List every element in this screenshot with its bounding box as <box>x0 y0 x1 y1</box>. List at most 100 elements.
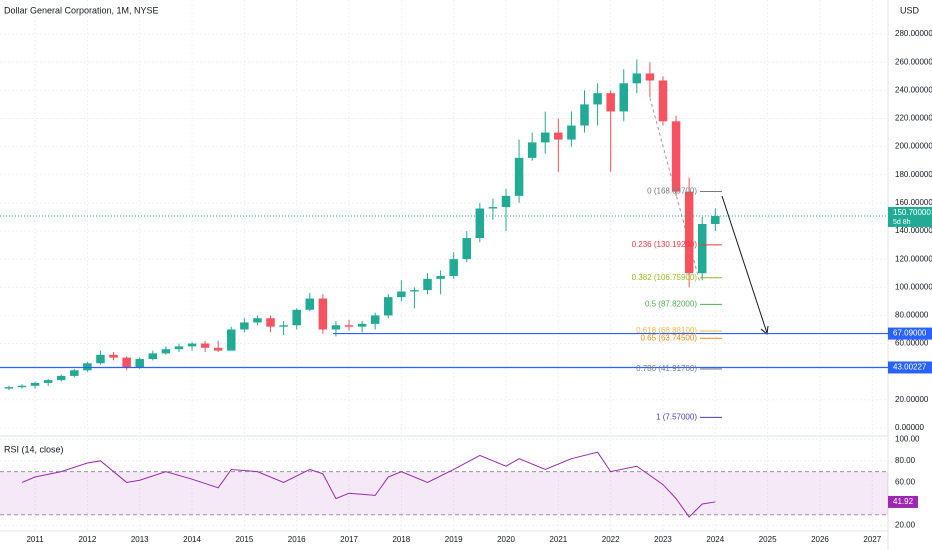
candle-body <box>606 93 615 112</box>
fib-label: 0.5 (87.82000) <box>645 300 697 309</box>
candle-body <box>462 238 472 260</box>
y-tick-label: 180.00000 <box>895 170 932 179</box>
candle-body <box>514 157 524 196</box>
candle-body <box>43 380 53 383</box>
fib-label: 0.618 (68.88100) <box>636 326 697 335</box>
candle-body <box>423 278 432 291</box>
candle-body <box>266 318 275 327</box>
y-tick-label: 100.00000 <box>895 282 932 291</box>
candle-body <box>56 375 66 381</box>
rsi-band <box>0 471 888 515</box>
price-tag-label: 67.09000 <box>893 329 927 338</box>
fib-label: 0.236 (130.19200) <box>632 240 698 249</box>
candle-body <box>711 215 720 224</box>
rsi-line <box>21 451 716 518</box>
candle-body <box>384 297 393 316</box>
candle-body <box>213 347 223 351</box>
candle-body <box>174 346 184 350</box>
price-tag <box>888 361 932 374</box>
candle-body <box>488 207 498 209</box>
fib-label: 0.65 (63.74500) <box>641 333 698 342</box>
projection-arrow <box>721 195 768 334</box>
candle-body <box>357 323 367 327</box>
candle-body <box>148 353 158 360</box>
x-tick-label: 2026 <box>811 535 829 544</box>
last-price-tag <box>888 206 932 227</box>
price-tag <box>888 327 932 340</box>
y-tick-label: 80.00000 <box>895 311 929 320</box>
x-tick-label: 2013 <box>131 535 149 544</box>
candle-body <box>475 208 485 239</box>
y-tick-label: 260.00000 <box>895 57 932 66</box>
candle-body <box>593 93 602 105</box>
candle-body <box>135 359 144 368</box>
candle-body <box>200 343 210 348</box>
candle-body <box>240 322 249 330</box>
rsi-last-label: 41.92 <box>893 497 914 506</box>
x-tick-label: 2024 <box>706 535 724 544</box>
candle-body <box>83 363 92 371</box>
x-tick-label: 2027 <box>863 535 881 544</box>
candle-body <box>187 343 197 347</box>
candle-body <box>410 290 419 292</box>
y-tick-label: 200.00000 <box>895 142 932 151</box>
y-tick-label: 60.00000 <box>895 339 929 348</box>
x-tick-label: 2021 <box>549 535 567 544</box>
rsi-tick-label: 80.00 <box>895 456 916 465</box>
fib-label: 0.382 (106.75900) <box>632 273 698 282</box>
candle-body <box>554 132 563 140</box>
candle-body <box>279 325 288 327</box>
x-tick-label: 2019 <box>445 535 463 544</box>
candle-body <box>567 125 576 140</box>
candle-body <box>292 309 301 326</box>
price-tag-label: 43.00227 <box>893 363 927 372</box>
x-tick-label: 2015 <box>235 535 253 544</box>
candle-body <box>436 276 445 279</box>
y-tick-label: 220.00000 <box>895 114 932 123</box>
candle-body <box>227 329 236 351</box>
candle-body <box>17 385 27 388</box>
candle-body <box>697 223 707 274</box>
y-tick-label: 120.00000 <box>895 254 932 263</box>
candle-body <box>109 354 118 358</box>
y-tick-label: 160.00000 <box>895 198 932 207</box>
fib-label: 0 (168.09700) <box>647 187 697 196</box>
currency: USD <box>900 5 920 15</box>
candle-body <box>70 370 79 376</box>
candle-body <box>580 104 589 126</box>
x-tick-label: 2016 <box>288 535 306 544</box>
candle-body <box>122 357 131 368</box>
y-tick-label: 20.00000 <box>895 395 929 404</box>
candle-body <box>331 325 341 330</box>
fib-label: 1 (7.57000) <box>656 412 697 421</box>
candle-body <box>344 325 354 327</box>
candle-body <box>671 121 681 192</box>
chart-title: Dollar General Corporation, 1M, NYSE <box>4 5 159 15</box>
candle-body <box>305 298 315 310</box>
x-tick-label: 2017 <box>340 535 358 544</box>
y-tick-label: 140.00000 <box>895 226 932 235</box>
countdown: 5d 8h <box>893 219 911 226</box>
x-tick-label: 2014 <box>183 535 201 544</box>
candle-body <box>370 315 380 324</box>
rsi-tick-label: 60.00 <box>895 478 916 487</box>
candle-body <box>397 291 406 298</box>
candle-body <box>527 142 537 158</box>
rsi-tag <box>888 495 918 508</box>
x-tick-label: 2022 <box>602 535 620 544</box>
y-tick-label: 280.00000 <box>895 29 932 38</box>
candle-body <box>449 259 458 277</box>
rsi-tick-label: 20.00 <box>895 521 916 530</box>
fib-trend-line <box>649 97 701 284</box>
x-tick-label: 2018 <box>392 535 410 544</box>
last-price-label: 150.70000 <box>893 208 931 217</box>
y-tick-label: 240.00000 <box>895 85 932 94</box>
candle-body <box>161 349 171 354</box>
candle-body <box>4 387 14 389</box>
candle-body <box>684 191 694 274</box>
candle-body <box>541 132 550 143</box>
candle-body <box>632 73 642 84</box>
candle-body <box>318 298 328 330</box>
